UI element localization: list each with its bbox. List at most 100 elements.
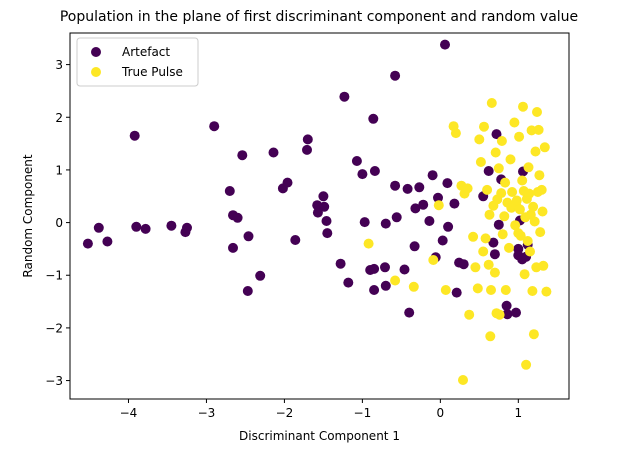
point-true-pulse [515, 230, 526, 241]
point-true-pulse [525, 246, 535, 257]
point-artefact [290, 235, 301, 245]
point-artefact [390, 180, 401, 191]
point-true-pulse [539, 142, 550, 153]
point-true-pulse [538, 260, 549, 271]
point-true-pulse [485, 331, 496, 342]
point-artefact [302, 144, 312, 155]
point-true-pulse [518, 101, 528, 112]
x-tick-label: 1 [515, 406, 523, 420]
legend: Artefact True Pulse [76, 37, 199, 87]
legend-marker-true-pulse [91, 67, 101, 77]
point-artefact [312, 207, 323, 218]
x-tick-label: −3 [198, 406, 216, 420]
x-tick-label: −4 [120, 406, 138, 420]
point-artefact [228, 242, 238, 253]
point-artefact [409, 241, 420, 252]
point-true-pulse [483, 259, 494, 270]
point-artefact [511, 307, 521, 318]
point-true-pulse [489, 267, 500, 278]
point-artefact [458, 259, 469, 270]
point-artefact [357, 169, 368, 180]
point-true-pulse [510, 220, 521, 231]
point-true-pulse [537, 206, 548, 217]
point-artefact [351, 156, 362, 166]
point-true-pulse [514, 204, 525, 215]
point-true-pulse [470, 262, 481, 273]
point-artefact [255, 270, 266, 281]
y-tick-label: 3 [55, 58, 63, 72]
point-artefact [321, 216, 332, 226]
point-true-pulse [523, 162, 534, 173]
point-artefact [489, 249, 500, 260]
chart-title: Population in the plane of first discrim… [60, 9, 578, 25]
point-artefact [93, 222, 104, 233]
legend-label-true-pulse: True Pulse [121, 65, 183, 79]
y-tick-label: 0 [55, 216, 63, 230]
point-artefact [380, 280, 391, 291]
point-true-pulse [486, 285, 496, 295]
data-points [82, 39, 552, 385]
point-artefact [427, 170, 438, 181]
point-true-pulse [541, 286, 552, 297]
point-artefact [343, 277, 354, 288]
point-artefact [369, 263, 380, 274]
point-true-pulse [505, 154, 516, 165]
point-artefact [410, 203, 421, 214]
point-artefact [282, 177, 293, 188]
point-artefact [442, 178, 453, 189]
point-true-pulse [536, 184, 547, 195]
legend-box [76, 37, 199, 87]
point-true-pulse [533, 124, 544, 135]
point-true-pulse [528, 201, 539, 212]
point-artefact [224, 186, 235, 196]
point-true-pulse [534, 170, 545, 181]
point-artefact [359, 217, 370, 228]
point-artefact [322, 228, 333, 239]
point-true-pulse [390, 275, 401, 286]
point-true-pulse [479, 121, 489, 132]
point-true-pulse [532, 107, 542, 117]
point-true-pulse [464, 309, 475, 320]
point-artefact [335, 258, 346, 269]
point-true-pulse [490, 147, 501, 158]
point-artefact [131, 221, 142, 232]
point-artefact [232, 212, 243, 223]
point-true-pulse [475, 157, 486, 167]
point-true-pulse [528, 329, 539, 340]
point-true-pulse [450, 128, 461, 139]
point-artefact [418, 199, 429, 210]
point-true-pulse [474, 134, 485, 145]
point-artefact [399, 264, 410, 275]
y-axis-ticks: −3 −2 −1 0 1 2 3 [45, 58, 70, 388]
point-true-pulse [500, 177, 511, 188]
point-true-pulse [468, 231, 479, 242]
point-artefact [451, 287, 462, 298]
point-true-pulse [524, 188, 535, 199]
point-artefact [449, 198, 460, 209]
point-true-pulse [480, 233, 491, 244]
point-true-pulse [428, 255, 439, 265]
point-true-pulse [500, 285, 511, 295]
point-artefact [380, 218, 391, 229]
point-artefact [318, 191, 329, 202]
point-true-pulse [482, 184, 493, 195]
point-true-pulse [496, 136, 507, 146]
point-artefact [491, 129, 502, 140]
point-true-pulse [519, 269, 530, 280]
point-true-pulse [484, 209, 495, 220]
x-tick-label: −2 [276, 406, 294, 420]
point-true-pulse [521, 359, 532, 370]
point-artefact [433, 192, 443, 203]
legend-label-artefact: Artefact [122, 45, 170, 59]
point-artefact [102, 236, 113, 247]
point-artefact [129, 130, 140, 141]
point-artefact [493, 219, 504, 230]
point-true-pulse [535, 227, 546, 238]
point-artefact [166, 220, 177, 231]
y-tick-label: −2 [45, 321, 63, 335]
point-true-pulse [509, 117, 520, 128]
point-true-pulse [497, 229, 508, 240]
x-axis-ticks: −4 −3 −2 −1 0 1 [120, 399, 523, 420]
point-artefact [319, 201, 330, 212]
